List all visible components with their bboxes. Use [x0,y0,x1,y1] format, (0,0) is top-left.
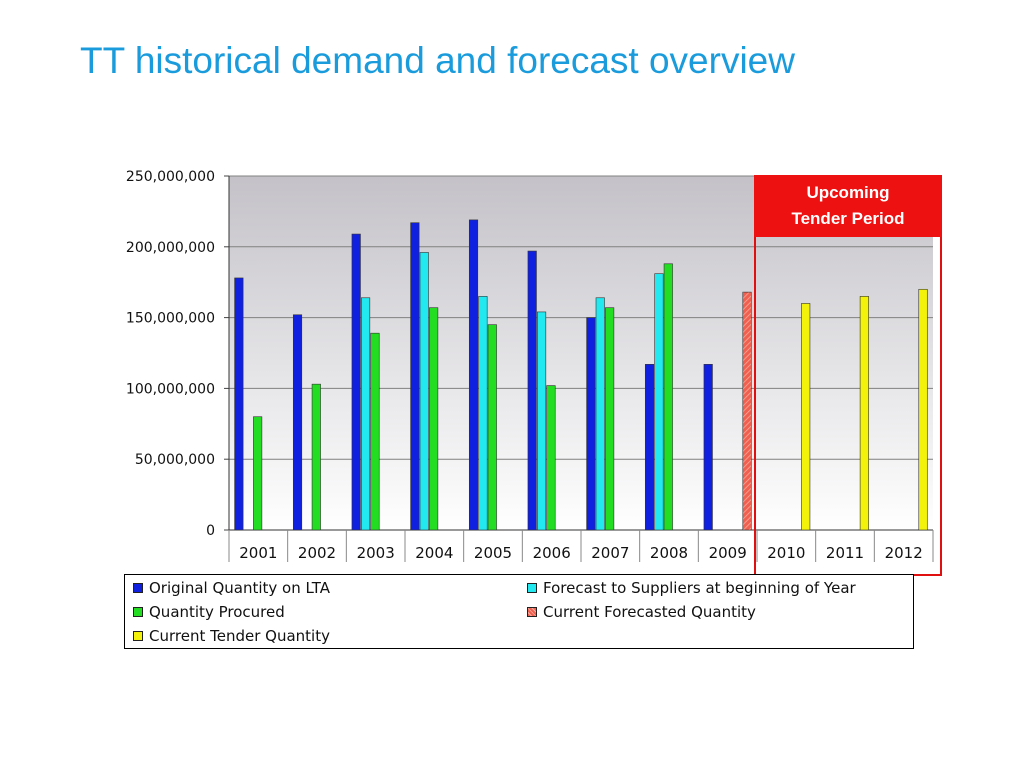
x-tick-label: 2002 [298,544,336,562]
chart-legend: Original Quantity on LTA Forecast to Sup… [124,574,914,649]
bar [801,303,811,531]
bar [292,314,303,531]
bar [537,311,547,531]
bar [311,383,321,531]
callout-line-1: Upcoming [806,183,890,202]
bar [742,291,752,531]
legend-item: Current Tender Quantity [133,627,330,645]
legend-label: Current Tender Quantity [149,627,330,645]
legend-item: Current Forecasted Quantity [527,603,756,621]
bar [654,273,664,531]
legend-label: Quantity Procured [149,603,285,621]
y-tick-label: 150,000,000 [126,311,215,327]
x-tick-label: 2011 [826,544,864,562]
x-tick-label: 2003 [357,544,395,562]
bar [370,332,380,531]
bar [546,385,556,531]
upcoming-tender-callout: Upcoming Tender Period [754,175,942,237]
page-title: TT historical demand and forecast overvi… [80,40,795,81]
x-tick-label: 2008 [650,544,688,562]
x-tick-label: 2007 [591,544,629,562]
bar [527,250,537,531]
x-tick-label: 2004 [415,544,453,562]
bar [478,296,488,531]
legend-swatch [133,631,143,641]
callout-line-2: Tender Period [791,209,905,228]
bar [859,296,869,531]
legend-swatch [133,607,143,617]
y-tick-label: 100,000,000 [126,381,215,397]
bar [918,288,928,531]
y-tick-label: 250,000,000 [126,169,215,185]
legend-label: Current Forecasted Quantity [543,603,756,621]
bar [419,252,429,531]
bar [468,219,479,531]
legend-label: Forecast to Suppliers at beginning of Ye… [543,579,856,597]
x-tick-label: 2012 [885,544,923,562]
bar [586,317,596,531]
bar [361,297,371,531]
x-tick-label: 2009 [709,544,747,562]
legend-item: Quantity Procured [133,603,285,621]
legend-item: Original Quantity on LTA [133,579,330,597]
bar [253,416,263,531]
bar [487,324,497,531]
bar [644,364,655,531]
bar [234,277,244,531]
legend-swatch [527,583,537,593]
bar [351,233,361,531]
legend-label: Original Quantity on LTA [149,579,331,597]
y-tick-label: 50,000,000 [135,452,215,468]
x-tick-label: 2005 [474,544,512,562]
legend-swatch [527,607,537,617]
legend-item: Forecast to Suppliers at beginning of Ye… [527,579,856,597]
x-tick-label: 2001 [239,544,277,562]
bar [595,297,605,531]
bar [663,263,673,531]
bar [605,307,615,531]
bar [410,222,420,531]
y-tick-label: 0 [206,523,215,539]
bar [703,364,713,531]
x-tick-label: 2010 [767,544,805,562]
bar [429,307,439,531]
legend-swatch [133,583,143,593]
y-tick-label: 200,000,000 [126,240,215,256]
x-tick-label: 2006 [533,544,571,562]
